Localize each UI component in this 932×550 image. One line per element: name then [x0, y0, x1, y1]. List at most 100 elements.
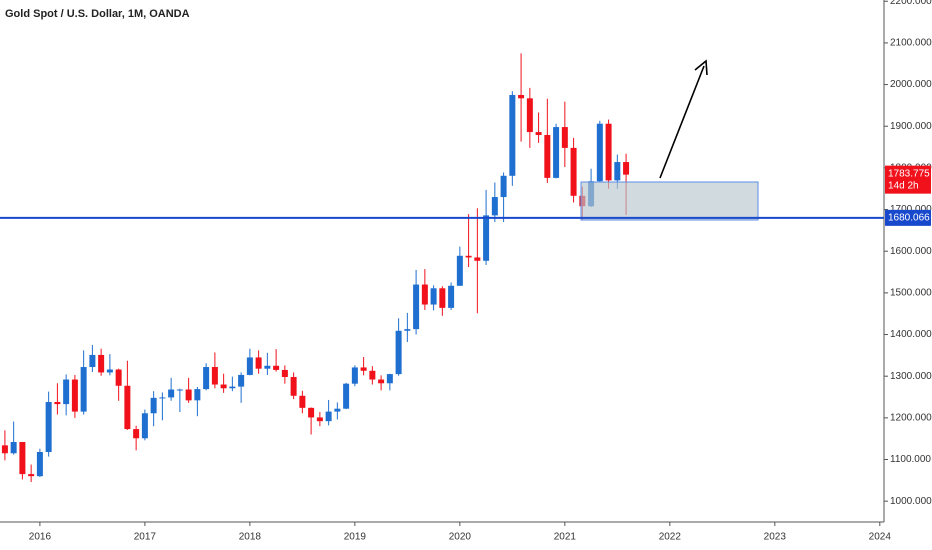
candle-body [325, 411, 332, 422]
candle-body [316, 417, 323, 422]
candle-body [63, 379, 70, 405]
candle-body [54, 402, 61, 405]
y-tick-label: 1900.000 [890, 121, 932, 132]
x-tick-label: 2022 [659, 532, 682, 543]
x-tick-label: 2021 [554, 532, 577, 543]
countdown-label: 14d 2h [888, 180, 919, 191]
candle-body [386, 374, 393, 384]
candle-body [80, 367, 87, 412]
candle-body [299, 395, 306, 408]
candle-body [439, 288, 446, 308]
candle-body [168, 389, 175, 398]
x-tick-label: 2023 [764, 532, 787, 543]
zone [580, 181, 759, 221]
candle-body [124, 385, 131, 430]
chart-title: Gold Spot / U.S. Dollar, 1M, OANDA [5, 8, 190, 20]
level-label: 1680.066 [888, 212, 930, 223]
candle-body [10, 442, 17, 454]
candle-body [255, 357, 262, 369]
candle-body [605, 123, 612, 181]
candle-body [1, 445, 8, 454]
candle-body [465, 255, 472, 258]
candle-body [430, 288, 437, 305]
candle-body [500, 175, 507, 198]
candle-body [159, 397, 166, 399]
candle-body [509, 94, 516, 176]
candle-body [614, 162, 621, 181]
candle-body [176, 389, 183, 391]
candle-body [194, 389, 201, 401]
candle-body [360, 367, 367, 371]
arrow-head [694, 59, 708, 76]
candle-body [264, 365, 271, 369]
candle-body [19, 442, 26, 475]
candle-body [71, 379, 78, 412]
candle-body [518, 94, 525, 99]
candle-body [281, 369, 288, 378]
candle-body [115, 369, 122, 386]
x-tick-label: 2017 [134, 532, 157, 543]
candle-body [343, 383, 350, 409]
y-tick-label: 1300.000 [890, 371, 932, 382]
candle-body [570, 147, 577, 196]
candle-body [544, 134, 551, 178]
x-tick-label: 2024 [869, 532, 892, 543]
level-label-box [885, 209, 931, 226]
candle-body [351, 367, 358, 384]
candle-body [623, 162, 630, 175]
x-tick-label: 2016 [29, 532, 52, 543]
candle-body [220, 384, 227, 389]
y-tick-label: 2100.000 [890, 38, 932, 49]
candle-body [334, 408, 341, 412]
candle-body [185, 389, 192, 401]
candle-body [369, 370, 376, 380]
candle-body [378, 379, 385, 384]
candle-body [474, 257, 481, 261]
candle-body [150, 397, 157, 414]
y-tick-label: 1400.000 [890, 329, 932, 340]
x-tick-label: 2019 [344, 532, 367, 543]
y-tick-label: 1600.000 [890, 246, 932, 257]
candle-body [483, 215, 490, 261]
arrow-shaft [659, 65, 705, 179]
candle-body [28, 474, 35, 477]
candle-body [553, 127, 560, 178]
candle-body [535, 132, 542, 135]
y-tick-label: 1100.000 [890, 454, 931, 465]
candle-body [404, 329, 411, 331]
candle-body [133, 429, 140, 439]
candle-body [211, 367, 218, 385]
candle-body [395, 330, 402, 375]
candle-body [106, 369, 113, 373]
candle-body [448, 285, 455, 308]
candle-body [421, 284, 428, 305]
candle-body [561, 127, 568, 148]
last-price-box [885, 165, 931, 194]
candle-body [308, 407, 315, 418]
y-tick-label: 1500.000 [890, 288, 932, 299]
last-price-label: 1783.775 [888, 168, 930, 179]
y-tick-label: 1000.000 [890, 496, 932, 507]
candle-body [36, 452, 43, 477]
candle-body [45, 402, 52, 453]
candle-body [98, 354, 105, 373]
candle-body [203, 367, 210, 390]
x-tick-label: 2020 [449, 532, 472, 543]
candle-body [89, 354, 96, 368]
candle-body [273, 365, 280, 370]
candle-body [141, 413, 148, 439]
plot [1, 53, 630, 483]
candle-body [246, 357, 253, 375]
candle-body [290, 377, 297, 396]
y-tick-label: 2200.000 [890, 0, 932, 7]
x-tick-label: 2018 [239, 532, 262, 543]
y-tick-label: 2000.000 [890, 79, 932, 90]
candle-body [491, 197, 498, 216]
candle-body [596, 123, 603, 182]
y-tick-label: 1200.000 [890, 412, 932, 423]
candle-body [526, 98, 533, 133]
y-tick-label: 1700.000 [890, 204, 932, 215]
